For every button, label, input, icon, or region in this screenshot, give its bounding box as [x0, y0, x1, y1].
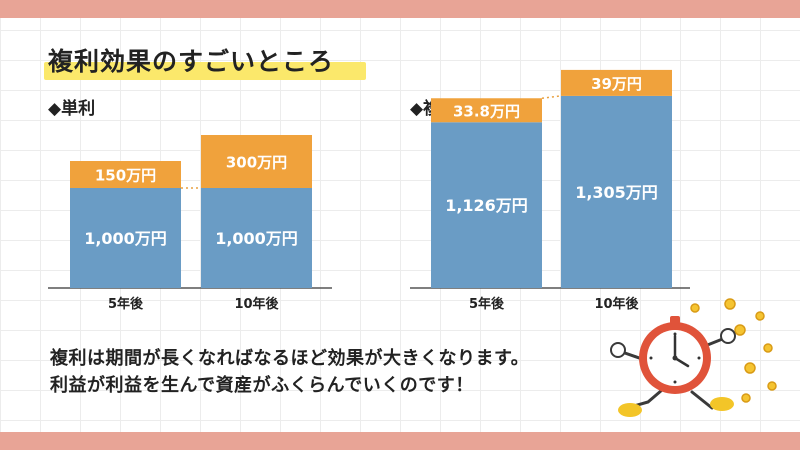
tick-label-1: 10年後: [594, 296, 639, 312]
running-clock-icon: [610, 298, 777, 417]
connector-line: [541, 95, 562, 99]
tick-label-0: 5年後: [469, 296, 505, 312]
tick-label-1: 10年後: [234, 296, 279, 312]
title-area: 複利効果のすごいところ: [44, 42, 366, 80]
bar-base-1: [561, 95, 672, 289]
title-highlight: [44, 62, 366, 80]
bar-gain-0: [431, 98, 542, 123]
data-label-gain-0: 150万円: [95, 167, 156, 185]
bar-gain-0: [70, 161, 181, 188]
chart-compound-interest: 1,126万円 33.8万円 5年後 1,305万円 39万円 10年後: [410, 69, 690, 312]
body-line-1: 複利は期間が長くなればなるほど効果が大きくなります。: [50, 348, 530, 369]
bar-base-1: [201, 188, 312, 288]
data-label-base-0: 1,000万円: [84, 229, 167, 248]
data-label-gain-0: 33.8万円: [453, 102, 520, 120]
data-label-base-1: 1,305万円: [575, 183, 658, 202]
bottom-band: [0, 432, 800, 450]
body-line-2: 利益が利益を生んで資産がふくらんでいくのです！: [50, 375, 474, 396]
coin-icon: [690, 298, 777, 403]
top-band: [0, 0, 800, 18]
bar-base-0: [431, 122, 542, 288]
bar-gain-1: [201, 135, 312, 188]
data-label-gain-1: 39万円: [591, 75, 642, 93]
tick-label-0: 5年後: [108, 296, 144, 312]
data-label-base-1: 1,000万円: [215, 229, 298, 248]
section-label-simple: ◆単利: [48, 99, 96, 119]
data-label-gain-1: 300万円: [226, 154, 287, 172]
bar-gain-1: [561, 69, 672, 96]
chart-simple-interest: 1,000万円 150万円 5年後 1,000万円 300万円 10年後: [48, 135, 332, 312]
body-text: 複利は期間が長くなればなるほど効果が大きくなります。 利益が利益を生んで資産がふ…: [50, 345, 529, 399]
page-title: 複利効果のすごいところ: [48, 47, 335, 76]
data-label-base-0: 1,126万円: [445, 196, 528, 215]
bar-base-0: [70, 188, 181, 288]
